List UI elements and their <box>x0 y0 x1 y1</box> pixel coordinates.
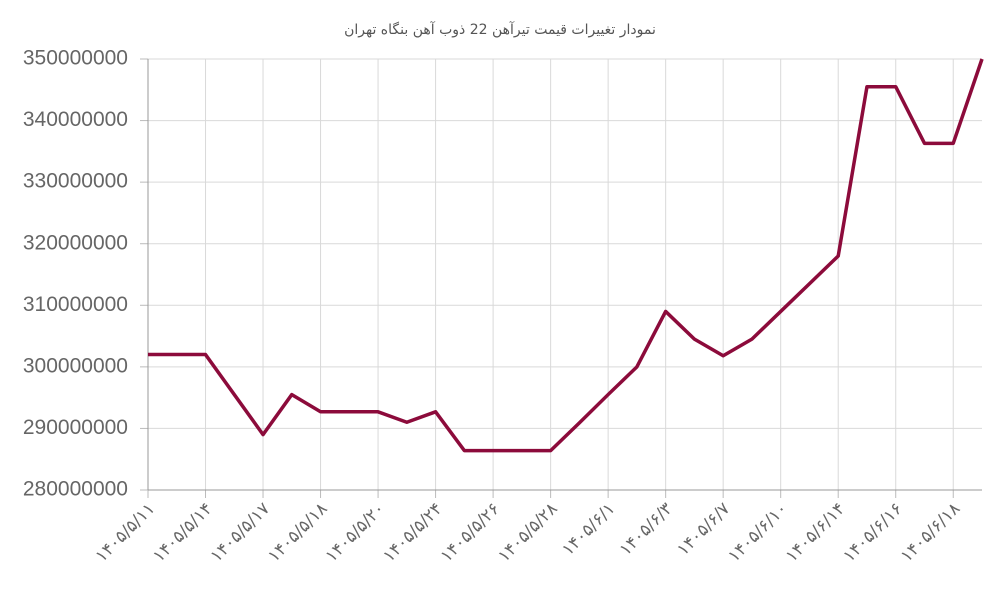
x-tick-label: ۱۴۰۵/۵/۲۴ <box>379 499 446 566</box>
y-tick-label: 320000000 <box>23 231 128 254</box>
x-tick-label: ۱۴۰۵/۶/۱۶ <box>839 499 906 566</box>
y-tick-label: 330000000 <box>23 170 128 193</box>
x-tick-label: ۱۴۰۵/۶/۱۴ <box>782 499 849 566</box>
y-tick-label: 280000000 <box>23 478 128 501</box>
x-tick-label: ۱۴۰۵/۵/۲۰ <box>322 499 389 566</box>
x-tick-label: ۱۴۰۵/۵/۲۶ <box>437 499 504 566</box>
x-tick-label: ۱۴۰۵/۵/۱۷ <box>207 499 274 566</box>
x-tick-label: ۱۴۰۵/۵/۱۴ <box>149 499 216 566</box>
x-tick-label: ۱۴۰۵/۵/۱۸ <box>264 499 331 566</box>
chart-title: نمودار تغییرات قیمت تیرآهن 22 ذوب آهن بن… <box>344 21 656 38</box>
x-tick-label: ۱۴۰۵/۶/۱ <box>558 499 619 560</box>
x-tick-label: ۱۴۰۵/۶/۳ <box>616 499 677 560</box>
y-tick-label: 290000000 <box>23 416 128 439</box>
x-tick-label: ۱۴۰۵/۵/۲۸ <box>494 499 561 566</box>
x-tick-label: ۱۴۰۵/۶/۱۰ <box>724 499 791 566</box>
x-tick-label: ۱۴۰۵/۵/۱۱ <box>92 499 159 566</box>
x-tick-label: ۱۴۰۵/۶/۱۸ <box>897 499 964 566</box>
y-tick-label: 310000000 <box>23 293 128 316</box>
data-line <box>148 58 984 453</box>
y-tick-label: 300000000 <box>23 354 128 377</box>
y-tick-label: 340000000 <box>23 108 128 131</box>
y-tick-label: 350000000 <box>23 47 128 70</box>
